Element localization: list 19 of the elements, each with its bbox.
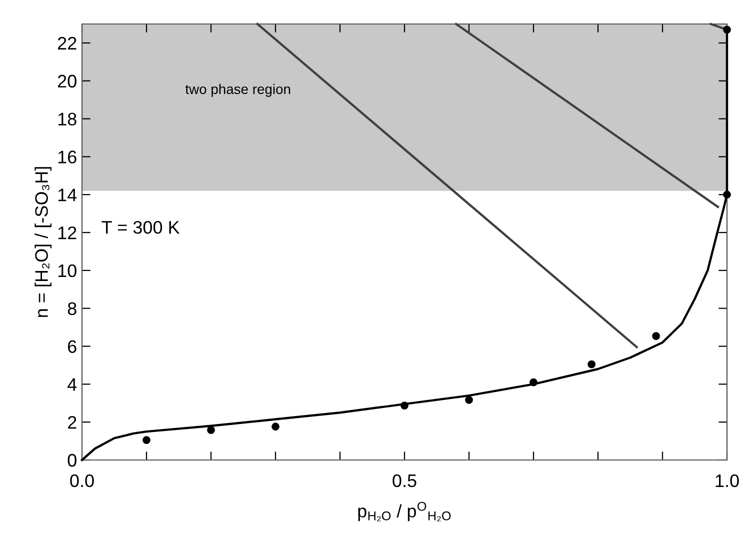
x-tick-label: 0.0 xyxy=(70,474,94,488)
y-axis-title: n = [H₂O] / [-SO₃H] xyxy=(34,167,52,317)
y-tick-label: 20 xyxy=(58,74,76,88)
band-label: two phase region xyxy=(185,84,290,97)
y-tick-label: 18 xyxy=(58,112,76,126)
y-tick-label: 14 xyxy=(58,188,77,202)
y-tick-label: 22 xyxy=(58,36,76,50)
y-tick-label: 16 xyxy=(58,150,76,164)
y-tick-label: 8 xyxy=(68,302,76,316)
x-tick-label: 0.5 xyxy=(392,474,416,488)
y-tick-label: 12 xyxy=(58,226,76,240)
y-tick-label: 6 xyxy=(68,340,76,353)
x-tick-label: 1.0 xyxy=(716,474,739,488)
y-tick-label: 2 xyxy=(68,416,76,429)
x-axis-title: p$_{H₂O}$ / p$^{O}$$_{H₂O}$ xyxy=(358,502,451,522)
annotation: T = 300 K xyxy=(102,220,180,234)
y-tick-label: 4 xyxy=(68,378,77,391)
y-tick-label: 0 xyxy=(68,454,76,467)
y-tick-label: 10 xyxy=(58,264,76,278)
